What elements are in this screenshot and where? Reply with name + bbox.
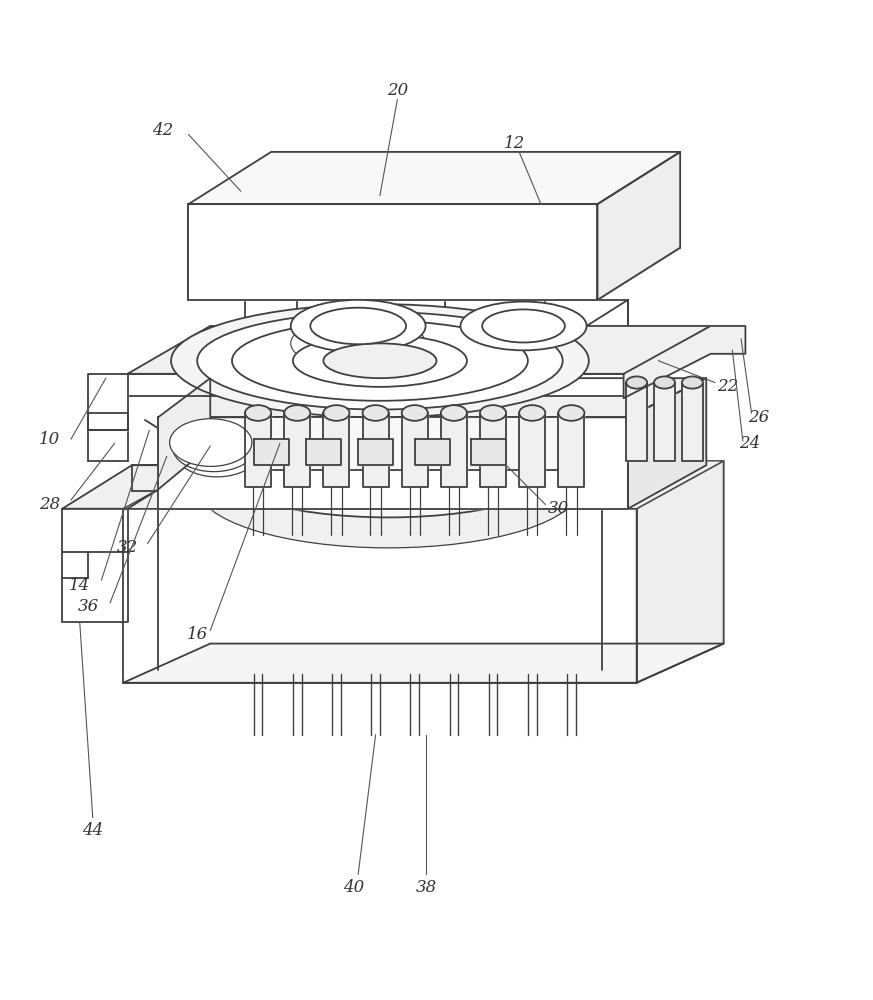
- Ellipse shape: [245, 405, 272, 421]
- Polygon shape: [254, 417, 567, 470]
- Ellipse shape: [171, 304, 588, 417]
- Text: 12: 12: [505, 135, 526, 152]
- Ellipse shape: [310, 308, 406, 344]
- Polygon shape: [628, 326, 711, 396]
- Ellipse shape: [314, 433, 463, 480]
- Text: 32: 32: [117, 539, 138, 556]
- Polygon shape: [362, 413, 388, 487]
- Ellipse shape: [197, 426, 580, 548]
- Polygon shape: [654, 383, 675, 461]
- Polygon shape: [123, 644, 724, 683]
- Polygon shape: [441, 413, 467, 487]
- Polygon shape: [158, 417, 628, 509]
- Ellipse shape: [197, 396, 580, 517]
- Ellipse shape: [480, 405, 506, 421]
- Text: 30: 30: [547, 500, 569, 517]
- Polygon shape: [254, 439, 289, 465]
- Ellipse shape: [441, 405, 467, 421]
- Ellipse shape: [402, 405, 428, 421]
- Ellipse shape: [323, 405, 349, 421]
- Ellipse shape: [519, 405, 546, 421]
- Ellipse shape: [362, 405, 388, 421]
- Polygon shape: [358, 439, 393, 465]
- Polygon shape: [682, 383, 703, 461]
- Polygon shape: [626, 383, 647, 461]
- Polygon shape: [636, 461, 724, 683]
- Polygon shape: [628, 378, 706, 509]
- Ellipse shape: [323, 343, 436, 378]
- Polygon shape: [471, 439, 506, 465]
- Text: 16: 16: [187, 626, 208, 643]
- Polygon shape: [402, 413, 428, 487]
- Ellipse shape: [175, 429, 258, 477]
- Text: 26: 26: [748, 409, 769, 426]
- Text: 36: 36: [78, 598, 99, 615]
- Polygon shape: [306, 439, 340, 465]
- Ellipse shape: [291, 317, 426, 369]
- Ellipse shape: [182, 440, 265, 487]
- Polygon shape: [123, 509, 636, 683]
- Ellipse shape: [654, 376, 675, 389]
- Polygon shape: [62, 465, 197, 509]
- Polygon shape: [285, 413, 310, 487]
- Polygon shape: [127, 374, 628, 396]
- Polygon shape: [158, 378, 706, 417]
- Text: 10: 10: [38, 431, 60, 448]
- Polygon shape: [189, 204, 597, 300]
- Text: 44: 44: [82, 822, 103, 839]
- Text: 20: 20: [387, 82, 408, 99]
- Polygon shape: [519, 413, 546, 487]
- Polygon shape: [245, 413, 272, 487]
- Polygon shape: [623, 326, 746, 398]
- Polygon shape: [127, 326, 711, 374]
- Ellipse shape: [626, 376, 647, 389]
- Ellipse shape: [197, 312, 563, 409]
- Ellipse shape: [682, 376, 703, 389]
- Ellipse shape: [179, 434, 261, 482]
- Text: 22: 22: [718, 378, 739, 395]
- Ellipse shape: [482, 309, 565, 342]
- Polygon shape: [88, 374, 127, 430]
- Text: 38: 38: [416, 879, 436, 896]
- Polygon shape: [88, 413, 127, 430]
- Text: 24: 24: [739, 435, 760, 452]
- Ellipse shape: [314, 452, 463, 500]
- Ellipse shape: [293, 335, 467, 387]
- Polygon shape: [597, 152, 680, 300]
- Text: 14: 14: [69, 577, 90, 594]
- Ellipse shape: [460, 302, 587, 350]
- Ellipse shape: [169, 419, 252, 466]
- Text: 42: 42: [152, 122, 173, 139]
- Polygon shape: [323, 413, 349, 487]
- Ellipse shape: [173, 424, 255, 472]
- Polygon shape: [559, 413, 584, 487]
- Polygon shape: [62, 509, 127, 622]
- Polygon shape: [415, 439, 450, 465]
- Ellipse shape: [291, 300, 426, 352]
- Ellipse shape: [232, 321, 528, 401]
- Polygon shape: [480, 413, 506, 487]
- Text: 28: 28: [38, 496, 60, 513]
- Text: 40: 40: [343, 879, 364, 896]
- Ellipse shape: [559, 405, 584, 421]
- Polygon shape: [123, 461, 724, 509]
- Polygon shape: [158, 378, 210, 490]
- Ellipse shape: [285, 405, 310, 421]
- Polygon shape: [189, 152, 680, 204]
